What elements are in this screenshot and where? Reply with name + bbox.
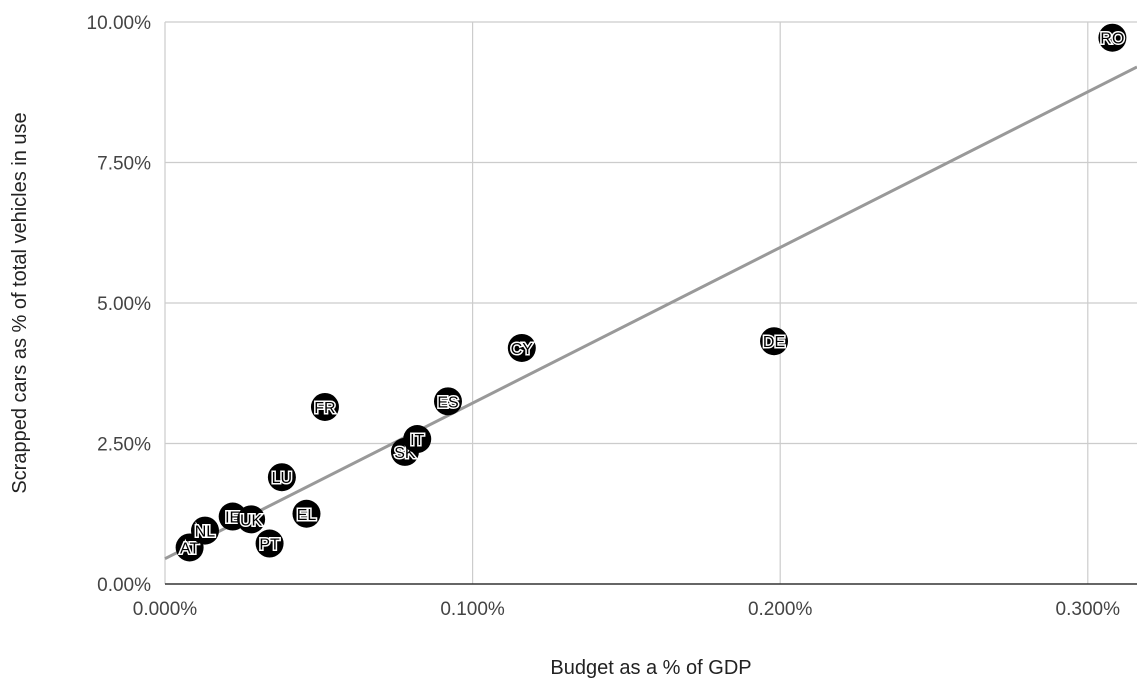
point-marker	[255, 529, 284, 558]
point-label: IT	[410, 432, 424, 449]
point-label: PT	[259, 537, 280, 554]
y-tick-label: 0.00%	[97, 575, 151, 596]
point-label: RO	[1100, 31, 1124, 48]
y-tick-label: 10.00%	[87, 13, 152, 34]
gridlines	[164, 21, 1137, 584]
x-tick-label: 0.300%	[1056, 599, 1121, 620]
data-point-it: IT	[403, 425, 432, 454]
trendline	[164, 65, 1137, 561]
data-point-lu: LU	[267, 463, 296, 492]
data-point-es: ES	[433, 387, 462, 416]
x-tick-label: 0.100%	[440, 599, 505, 620]
y-axis-title: Scrapped cars as % of total vehicles in …	[9, 112, 31, 493]
point-marker	[403, 425, 432, 454]
point-label: CY	[511, 341, 534, 358]
point-marker	[310, 392, 339, 421]
y-tick-label: 7.50%	[97, 154, 151, 175]
point-label: AT	[180, 540, 199, 557]
data-point-de: DE	[760, 327, 789, 356]
point-label: ES	[437, 394, 458, 411]
data-point-el: EL	[292, 499, 321, 528]
point-marker	[507, 333, 536, 362]
point-label: NL	[195, 524, 216, 541]
point-marker	[237, 505, 266, 534]
data-point-pt: PT	[255, 529, 284, 558]
x-tick-label: 0.000%	[133, 599, 198, 620]
point-marker	[292, 499, 321, 528]
point-marker	[1098, 23, 1127, 52]
data-point-ro: RO	[1098, 23, 1127, 52]
y-tick-label: 2.50%	[97, 435, 151, 456]
y-tick-label: 5.00%	[97, 294, 151, 315]
tick-labels: 0.000% 0.100% 0.200% 0.300% 0.00% 2.50% 5.00% 7…	[87, 13, 1121, 620]
point-label: DE	[763, 334, 785, 351]
point-marker	[267, 463, 296, 492]
point-label: IE	[225, 510, 240, 527]
point-marker	[433, 387, 462, 416]
point-label: FR	[314, 400, 335, 417]
point-label: UK	[240, 512, 263, 529]
data-point-cy: CY	[507, 333, 536, 362]
point-label: EL	[297, 507, 317, 524]
data-point-uk: UK	[237, 505, 266, 534]
point-marker	[760, 327, 789, 356]
x-axis-title: Budget as a % of GDP	[550, 657, 751, 679]
point-marker	[190, 516, 219, 545]
data-point-fr: FR	[310, 392, 339, 421]
x-tick-label: 0.200%	[748, 599, 813, 620]
data-point-nl: NL	[190, 516, 219, 545]
point-label: LU	[272, 470, 292, 487]
